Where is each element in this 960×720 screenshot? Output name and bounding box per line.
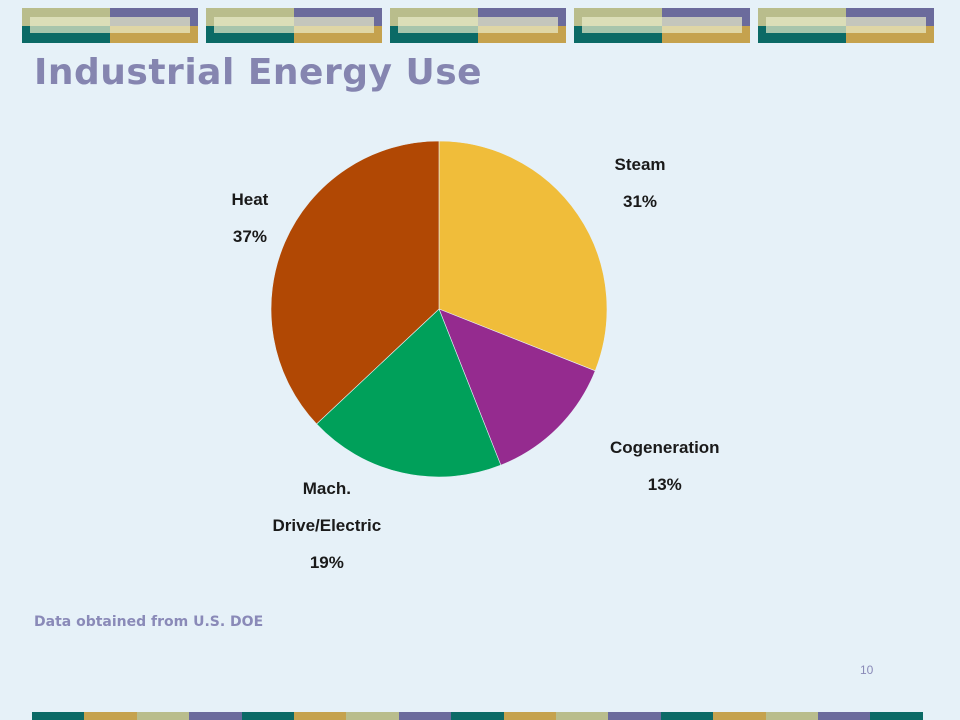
deco-rect xyxy=(582,17,742,33)
pie-slice-cogeneration xyxy=(438,308,596,466)
bottom-deco-rect xyxy=(818,712,871,720)
bottom-deco-rect xyxy=(451,712,504,720)
slice-percent: 37% xyxy=(232,227,267,246)
deco-rect xyxy=(30,17,190,33)
bottom-deco-rect xyxy=(398,712,452,720)
top-decorative-band xyxy=(22,8,938,43)
slice-label: Heat 37% xyxy=(232,181,269,255)
slice-label-text: Cogeneration xyxy=(610,438,720,457)
pie-slice-mach-drive-electric xyxy=(316,308,502,478)
bottom-deco-rect xyxy=(713,712,766,720)
bottom-deco-rect xyxy=(84,712,137,720)
top-deco-block xyxy=(22,8,198,43)
deco-rect xyxy=(214,17,374,33)
bottom-deco-rect xyxy=(346,712,399,720)
deco-rect xyxy=(766,17,926,33)
source-note: Data obtained from U.S. DOE xyxy=(34,614,264,630)
slice-percent: 19% xyxy=(309,553,344,572)
slide-title: Industrial Energy Use xyxy=(34,52,483,93)
bottom-deco-rect xyxy=(189,712,242,720)
pie-slice-heat xyxy=(270,140,440,425)
bottom-decorative-band xyxy=(32,712,923,720)
bottom-deco-rect xyxy=(32,712,85,720)
deco-rect xyxy=(398,17,558,33)
slice-label-text: Steam xyxy=(614,155,666,174)
slice-percent: 13% xyxy=(647,475,682,494)
top-deco-block xyxy=(390,8,566,43)
top-deco-block xyxy=(574,8,750,43)
bottom-deco-rect xyxy=(765,712,818,720)
slice-label: Steam 31% xyxy=(615,146,666,220)
bottom-deco-rect xyxy=(660,712,714,720)
slice-percent: 31% xyxy=(623,192,658,211)
bottom-deco-rect xyxy=(241,712,294,720)
bottom-deco-rect xyxy=(608,712,661,720)
slice-label-text: Heat xyxy=(231,190,269,209)
bottom-deco-rect xyxy=(136,712,190,720)
slice-label-text: Drive/Electric xyxy=(272,516,382,535)
slice-label: Cogeneration 13% xyxy=(610,429,720,503)
pie-slice-steam xyxy=(438,140,608,372)
bottom-deco-rect xyxy=(556,712,609,720)
slice-label-text: Mach. xyxy=(302,479,351,498)
bottom-deco-rect xyxy=(503,712,556,720)
bottom-deco-rect xyxy=(294,712,347,720)
page-number: 10 xyxy=(860,663,874,677)
top-deco-block xyxy=(206,8,382,43)
top-deco-block xyxy=(758,8,934,43)
bottom-deco-rect xyxy=(870,712,923,720)
slice-label: Mach. Drive/Electric 19% xyxy=(273,470,382,581)
